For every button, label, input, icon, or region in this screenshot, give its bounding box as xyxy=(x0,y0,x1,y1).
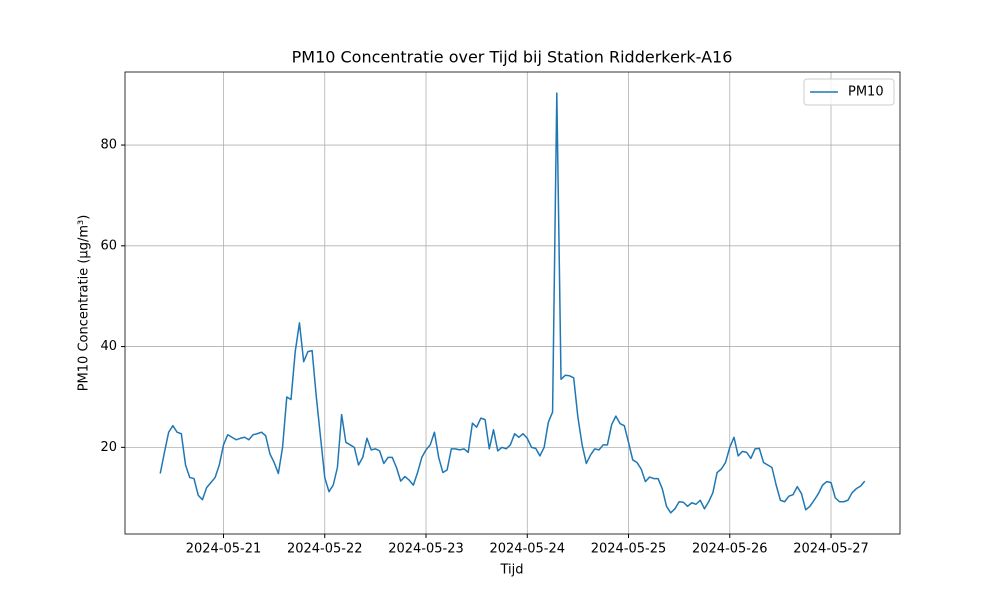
chart-title: PM10 Concentratie over Tijd bij Station … xyxy=(292,48,733,67)
y-tick-label: 60 xyxy=(100,238,117,253)
legend-box xyxy=(803,78,895,106)
x-tick-label: 2024-05-25 xyxy=(591,542,667,557)
x-tick-label: 2024-05-24 xyxy=(489,542,565,557)
y-tick-label: 40 xyxy=(100,339,117,354)
x-tick-label: 2024-05-27 xyxy=(793,542,869,557)
x-tick-label: 2024-05-26 xyxy=(692,542,768,557)
x-tick-label: 2024-05-23 xyxy=(388,542,464,557)
y-tick-label: 20 xyxy=(100,440,117,455)
x-tick-label: 2024-05-21 xyxy=(186,542,262,557)
y-axis-label: PM10 Concentratie (µg/m³) xyxy=(77,215,92,392)
data-line xyxy=(159,92,866,514)
legend-label: PM10 xyxy=(848,85,884,100)
x-tick-label: 2024-05-22 xyxy=(287,542,363,557)
plot-frame xyxy=(124,71,901,535)
y-tick-label: 80 xyxy=(100,138,117,153)
x-axis-label: Tijd xyxy=(499,563,523,578)
